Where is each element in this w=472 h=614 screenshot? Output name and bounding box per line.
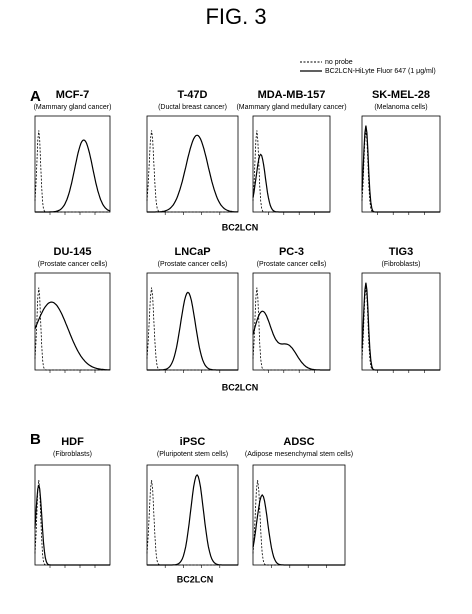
probe-histogram: [35, 140, 110, 212]
panel-frame: [253, 116, 330, 212]
panel-frame: [35, 273, 110, 370]
control-histogram: [253, 480, 345, 565]
panel-name: LNCaP: [174, 246, 210, 258]
figure: FIG. 3 no probe BC2LCN-HiLyte Fluor 647 …: [0, 0, 472, 614]
panel-name: MDA-MB-157: [258, 89, 326, 101]
panel-name: PC-3: [279, 246, 304, 258]
control-histogram: [253, 288, 330, 370]
x-axis-label: BC2LCN: [222, 222, 259, 232]
control-histogram: [35, 288, 110, 370]
panel-subtitle: (Ductal breast cancer): [158, 104, 227, 111]
panel-name: T-47D: [178, 89, 208, 101]
x-axis-label: BC2LCN: [222, 382, 259, 392]
control-histogram: [35, 130, 110, 212]
panel-name: SK-MEL-28: [372, 89, 430, 101]
panel-name: MCF-7: [56, 89, 90, 101]
probe-histogram: [35, 302, 110, 370]
panel-frame: [147, 273, 238, 370]
legend-label: BC2LCN-HiLyte Fluor 647 (1 μg/ml): [325, 68, 436, 75]
panel-subtitle: (Melanoma cells): [374, 104, 427, 111]
panel-subtitle: (Adipose mesenchymal stem cells): [245, 451, 353, 458]
panel-name: ADSC: [283, 436, 314, 448]
panel-frame: [35, 116, 110, 212]
panel-name: TIG3: [389, 246, 413, 258]
panel-frame: [362, 116, 440, 212]
control-histogram: [362, 130, 440, 212]
panel-subtitle: (Fibroblasts): [53, 451, 92, 458]
probe-histogram: [362, 283, 440, 370]
section-label: A: [30, 88, 41, 105]
panel-name: iPSC: [180, 436, 206, 448]
panel-name: HDF: [61, 436, 84, 448]
panel-subtitle: (Mammary gland cancer): [34, 104, 112, 111]
panel-frame: [362, 273, 440, 370]
probe-histogram: [147, 292, 238, 370]
panel-subtitle: (Fibroblasts): [382, 261, 421, 268]
probe-histogram: [253, 495, 345, 565]
panel-frame: [253, 273, 330, 370]
legend-label: no probe: [325, 59, 353, 66]
figure-title: FIG. 3: [205, 4, 266, 29]
panel-subtitle: (Prostate cancer cells): [158, 261, 228, 268]
probe-histogram: [35, 485, 110, 565]
panel-frame: [35, 465, 110, 565]
panel-subtitle: (Prostate cancer cells): [257, 261, 327, 268]
probe-histogram: [253, 311, 330, 370]
panel-frame: [147, 116, 238, 212]
panel-name: DU-145: [54, 246, 92, 258]
panel-subtitle: (Mammary gland medullary cancer): [236, 104, 346, 111]
probe-histogram: [147, 475, 238, 565]
control-histogram: [35, 480, 110, 565]
probe-histogram: [253, 154, 330, 212]
control-histogram: [362, 288, 440, 370]
section-label: B: [30, 431, 41, 448]
panel-subtitle: (Prostate cancer cells): [38, 261, 108, 268]
probe-histogram: [147, 135, 238, 212]
control-histogram: [147, 288, 238, 370]
panel-frame: [147, 465, 238, 565]
panel-subtitle: (Pluripotent stem cells): [157, 451, 228, 458]
probe-histogram: [362, 126, 440, 212]
x-axis-label: BC2LCN: [177, 574, 214, 584]
